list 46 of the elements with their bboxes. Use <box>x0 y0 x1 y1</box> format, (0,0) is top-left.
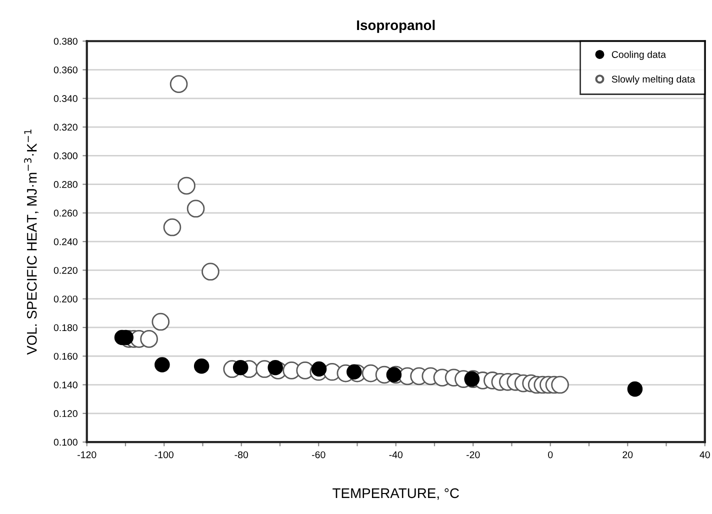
point <box>163 218 182 236</box>
point <box>627 381 643 397</box>
y-tick-label: 0.160 <box>54 352 78 360</box>
chart-title: Isopropanol <box>357 20 435 33</box>
y-tick-label: 0.340 <box>54 95 78 102</box>
point <box>186 200 205 218</box>
point <box>232 360 248 376</box>
point <box>152 312 170 331</box>
x-tick-label: -100 <box>154 451 174 458</box>
point <box>311 361 327 377</box>
x-tick-label: -40 <box>389 451 403 458</box>
y-axis-title: VOL. SPECIFIC HEAT, MJ·m$^{−3}$·K$^{−1}$ <box>24 130 38 355</box>
y-tick-label: 0.140 <box>54 382 78 388</box>
point <box>551 376 569 394</box>
point <box>346 364 362 380</box>
legend-label: Slowly melting data <box>612 75 696 85</box>
y-tick-label: 0.280 <box>54 181 78 188</box>
legend-label: Cooling data <box>612 50 666 60</box>
y-tick-label: 0.320 <box>54 124 78 131</box>
point <box>194 358 210 374</box>
x-tick-label: -60 <box>312 451 326 458</box>
x-tick-label: -20 <box>466 451 480 458</box>
x-tick-label: -80 <box>234 451 248 458</box>
x-tick-label: 40 <box>700 451 710 458</box>
point <box>154 357 170 372</box>
point <box>202 262 220 281</box>
y-tick-label: 0.360 <box>54 66 78 74</box>
y-tick-label: 0.100 <box>54 438 78 446</box>
point <box>178 176 196 195</box>
point <box>268 360 283 376</box>
y-tick-label: 0.120 <box>54 410 78 418</box>
y-tick-label: 0.240 <box>54 238 78 246</box>
x-tick-label: 20 <box>622 451 633 458</box>
y-tick-label: 0.200 <box>54 296 78 302</box>
point <box>464 371 480 387</box>
point <box>386 367 402 382</box>
y-tick-label: 0.220 <box>54 266 78 274</box>
y-tick-label: 0.260 <box>54 210 78 217</box>
y-tick-label: 0.180 <box>54 324 78 332</box>
point <box>170 75 188 93</box>
x-tick-label: 0 <box>548 451 553 458</box>
x-tick-label: -120 <box>78 451 96 458</box>
y-tick-label: 0.380 <box>54 38 78 45</box>
point <box>140 330 158 348</box>
x-axis-title: TEMPERATURE, °C <box>332 488 459 500</box>
y-tick-label: 0.300 <box>54 152 78 160</box>
